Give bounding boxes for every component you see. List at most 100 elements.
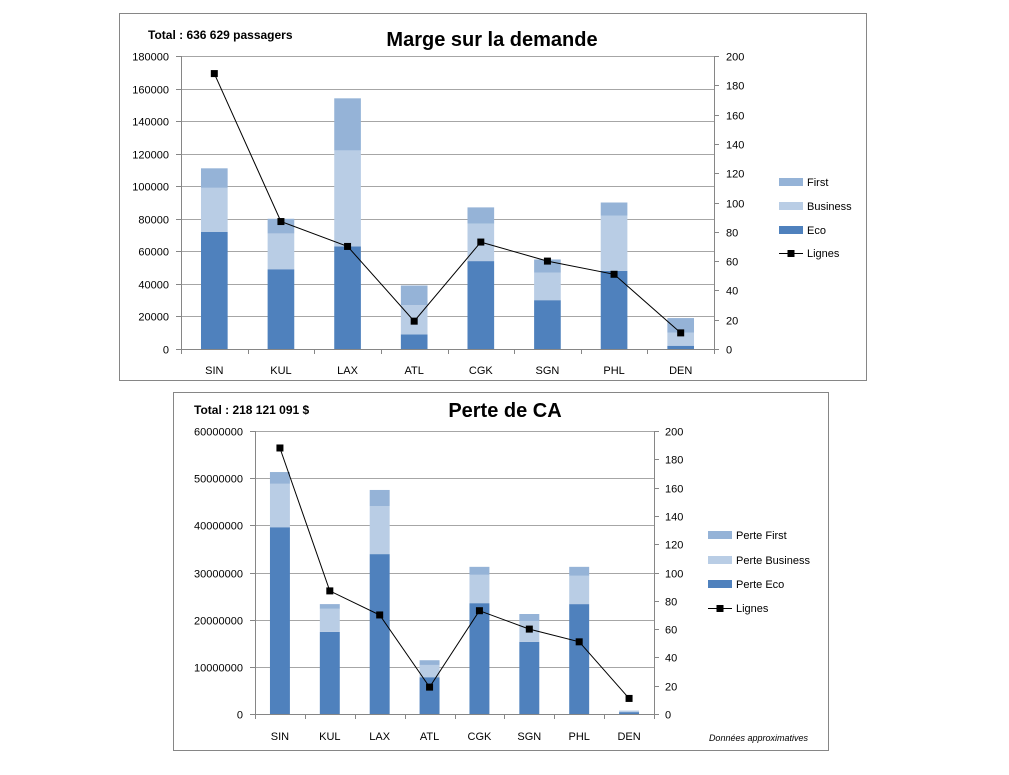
bar-first-den — [667, 318, 695, 333]
y2-axis-tick-label: 200 — [665, 427, 683, 439]
x-axis-category-label: PHL — [603, 365, 624, 377]
bar-perte-eco-kul — [319, 631, 340, 714]
y-axis-tick-label: 0 — [163, 345, 169, 357]
bar-perte-business-lax — [369, 505, 390, 555]
y2-axis-tick-label: 180 — [665, 455, 683, 467]
y2-axis-tick-label: 100 — [665, 569, 683, 581]
legend-label: Perte Eco — [736, 579, 784, 591]
bar-business-sgn — [534, 272, 561, 301]
chart-note: Données approximatives — [709, 733, 809, 743]
line-marker-lignes-atl — [426, 683, 434, 691]
legend-label: Perte First — [736, 530, 787, 542]
y2-axis-tick-label: 180 — [726, 81, 744, 93]
bar-perte-eco-lax — [369, 554, 390, 714]
chart-perte-de-ca: 0 10000000 20000000 30000000 40000000 5000000… — [173, 392, 829, 751]
bar-first-phl — [600, 202, 628, 216]
bar-perte-eco-cgk — [469, 603, 490, 714]
y2-axis-tick-label: 140 — [726, 140, 744, 152]
y-axis-tick-label: 60000000 — [194, 427, 243, 439]
legend: Perte First Perte Business Perte Eco Lignes — [708, 530, 810, 615]
line-marker-lignes-kul — [326, 587, 334, 595]
legend-swatch-perte-eco — [708, 580, 732, 588]
x-axis-category-label: DEN — [669, 365, 692, 377]
legend-item-perte-eco: Perte Eco — [708, 579, 784, 591]
bar-first-lax — [334, 98, 361, 151]
bar-perte-first-lax — [369, 489, 390, 506]
x-axis-category-label: KUL — [270, 365, 291, 377]
bar-perte-business-atl — [419, 664, 440, 678]
chart-title: Marge sur la demande — [386, 29, 597, 51]
y2-axis-tick-label: 80 — [665, 597, 677, 609]
legend-marker-lignes — [716, 605, 724, 612]
line-marker-lignes-atl — [410, 317, 418, 325]
bar-perte-business-kul — [319, 608, 340, 632]
line-marker-lignes-phl — [610, 270, 618, 278]
y2-axis-tick-label: 160 — [665, 484, 683, 496]
bar-perte-business-den — [619, 711, 640, 713]
legend-item-first: First — [779, 177, 828, 189]
bar-business-kul — [267, 233, 295, 270]
y2-axis-tick-label: 40 — [665, 653, 677, 665]
bar-perte-first-cgk — [469, 566, 490, 575]
bar-business-den — [667, 332, 695, 346]
y2-axis-tick-label: 0 — [726, 345, 732, 357]
x-axis-category-label: ATL — [420, 731, 439, 743]
y-axis-tick-label: 40000 — [138, 280, 169, 292]
x-axis-category-label: LAX — [369, 731, 390, 743]
legend-item-lignes: Lignes — [708, 603, 769, 615]
bar-first-cgk — [467, 207, 495, 224]
line-marker-lignes-sgn — [525, 625, 533, 633]
bar-eco-den — [667, 345, 695, 349]
legend-item-perte-business: Perte Business — [708, 555, 810, 567]
legend-swatch-perte-business — [708, 556, 732, 564]
x-axis-category-label: SGN — [517, 731, 541, 743]
line-marker-lignes-kul — [277, 218, 285, 226]
y2-axis-tick-label: 60 — [726, 257, 738, 269]
y-axis-tick-label: 20000 — [138, 312, 169, 324]
line-marker-lignes-den — [625, 694, 633, 702]
legend-label: Lignes — [736, 603, 769, 615]
y2-axis-tick-label: 20 — [665, 682, 677, 694]
y2-axis-tick-label: 140 — [665, 512, 683, 524]
y2-axis-tick-label: 120 — [726, 169, 744, 181]
y2-axis-tick-label: 200 — [726, 52, 744, 64]
chart-marge-sur-la-demande: 0 20000 40000 60000 80000 100000 120000 140000 1… — [119, 13, 867, 381]
y-axis-tick-label: 0 — [237, 710, 243, 722]
y-axis-tick-label: 140000 — [132, 117, 169, 129]
legend-swatch-first — [779, 178, 803, 186]
x-axis-category-label: LAX — [337, 365, 358, 377]
x-axis-category-label: PHL — [568, 731, 589, 743]
bar-perte-first-kul — [319, 604, 340, 609]
bar-perte-first-phl — [569, 566, 590, 576]
bar-eco-sin — [200, 231, 228, 349]
legend-item-eco: Eco — [779, 225, 826, 237]
bar-perte-first-atl — [419, 660, 440, 665]
x-axis-category-label: SGN — [536, 365, 560, 377]
y-axis-tick-label: 100000 — [132, 182, 169, 194]
x-axis-category-label: SIN — [271, 731, 289, 743]
y2-axis-tick-label: 100 — [726, 199, 744, 211]
y-axis-tick-label: 180000 — [132, 52, 169, 64]
x-axis-category-label: KUL — [319, 731, 340, 743]
bar-perte-first-sin — [269, 472, 290, 484]
bar-business-sin — [200, 187, 228, 232]
y-axis-tick-label: 40000000 — [194, 521, 243, 533]
bar-perte-eco-atl — [419, 677, 440, 714]
bar-perte-business-sin — [269, 483, 290, 528]
bar-business-lax — [334, 150, 361, 247]
bar-eco-cgk — [467, 261, 495, 349]
bar-perte-eco-sgn — [519, 641, 540, 714]
bar-perte-eco-sin — [269, 527, 290, 714]
y-axis-tick-label: 120000 — [132, 150, 169, 162]
legend-swatch-eco — [779, 226, 803, 234]
chart-title: Perte de CA — [448, 400, 561, 422]
line-lignes — [279, 447, 630, 699]
bar-perte-eco-den — [619, 712, 640, 714]
x-axis-category-label: DEN — [617, 731, 640, 743]
line-marker-lignes-sin — [210, 70, 218, 78]
line-marker-lignes-lax — [344, 242, 352, 250]
y2-axis-tick-label: 60 — [665, 625, 677, 637]
bar-first-atl — [400, 285, 428, 306]
bar-business-phl — [600, 215, 628, 271]
y-axis-tick-label: 10000000 — [194, 663, 243, 675]
